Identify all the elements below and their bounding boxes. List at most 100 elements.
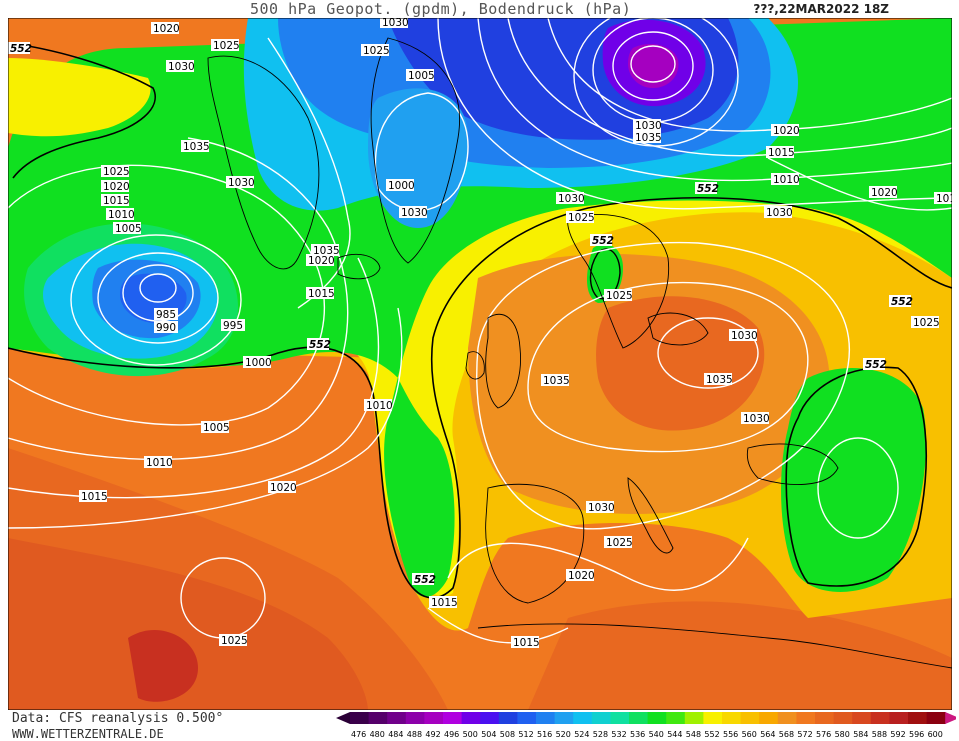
svg-text:985: 985 — [156, 309, 176, 321]
svg-text:1025: 1025 — [606, 290, 633, 302]
isobar-label: 1005 — [201, 421, 230, 434]
svg-text:1025: 1025 — [213, 40, 240, 52]
svg-text:990: 990 — [156, 322, 176, 334]
legend-arrow-left — [336, 712, 350, 724]
isobar-label: 1035 — [541, 374, 570, 387]
svg-text:1035: 1035 — [706, 374, 733, 386]
isobar-label: 1030 — [764, 206, 793, 219]
isobar-label: 1025 — [604, 536, 633, 549]
svg-text:1025: 1025 — [221, 635, 248, 647]
isobar-1020-ne — [477, 18, 952, 182]
svg-text:1015: 1015 — [103, 195, 130, 207]
legend-swatch — [852, 712, 872, 724]
legend-tick-label: 512 — [518, 730, 533, 739]
svg-text:1025: 1025 — [568, 212, 595, 224]
isobar-label: 1025 — [911, 316, 940, 329]
isobar-label: 1010 — [934, 192, 952, 205]
svg-text:995: 995 — [223, 320, 243, 332]
height-label: 552 — [590, 234, 614, 247]
legend-swatch — [573, 712, 593, 724]
isobar-label: 1020 — [771, 124, 800, 137]
legend-tick-label: 588 — [872, 730, 887, 739]
color-legend: 476 480 484 488 492 496 500 504 508 512 516 520 524 5… — [336, 712, 956, 739]
legend-tick-label: 552 — [704, 730, 719, 739]
legend-tick-label: 556 — [723, 730, 738, 739]
legend-swatch — [387, 712, 407, 724]
isobar-label: 1010 — [771, 173, 800, 186]
height-label: 552 — [307, 338, 331, 351]
legend-swatch — [777, 712, 797, 724]
isobar-1010-ne — [547, 18, 952, 132]
height-labels: 552 552 552 552 552 552 552 — [8, 42, 913, 586]
legend-swatch — [368, 712, 388, 724]
isobar-label: 1025 — [361, 44, 390, 57]
coastlines — [207, 37, 952, 669]
svg-text:1010: 1010 — [146, 457, 173, 469]
svg-text:1005: 1005 — [408, 70, 435, 82]
isobar-label: 1030 — [226, 176, 255, 189]
legend-swatch — [554, 712, 574, 724]
isobar-label: 1020 — [101, 180, 130, 193]
isobar-1015-ne — [507, 18, 952, 157]
isobar-label: 1030 — [380, 18, 409, 29]
legend-swatch — [759, 712, 779, 724]
legend-tick-label: 492 — [425, 730, 440, 739]
svg-text:552: 552 — [697, 183, 719, 195]
isobar-label: 1015 — [79, 490, 108, 503]
website-label: WWW.WETTERZENTRALE.DE — [12, 727, 164, 741]
field-red-sw — [8, 538, 368, 710]
svg-text:1020: 1020 — [153, 23, 180, 35]
legend-tick-label: 572 — [797, 730, 812, 739]
legend-swatch — [722, 712, 742, 724]
legend-swatch — [833, 712, 853, 724]
height-label: 552 — [412, 573, 436, 586]
svg-text:1030: 1030 — [635, 120, 662, 132]
isobar-label: 1025 — [211, 39, 240, 52]
legend-tick-label: 592 — [890, 730, 905, 739]
isobar-label: 1035 — [704, 373, 733, 386]
isobar-label: 995 — [221, 319, 245, 332]
legend-swatch — [591, 712, 611, 724]
legend-tick-label: 548 — [686, 730, 701, 739]
svg-text:1030: 1030 — [588, 502, 615, 514]
legend-swatch — [647, 712, 667, 724]
legend-tick-label: 576 — [816, 730, 831, 739]
height-label: 552 — [889, 295, 913, 308]
isobar-label: 1010 — [106, 208, 135, 221]
isobar-label: 1035 — [311, 244, 340, 257]
legend-swatch — [536, 712, 556, 724]
coast-baltic — [647, 312, 709, 346]
svg-text:1035: 1035 — [183, 141, 210, 153]
legend-swatch — [629, 712, 649, 724]
svg-text:1025: 1025 — [606, 537, 633, 549]
isobar-label: 1030 — [399, 206, 428, 219]
isobar-label: 1035 — [181, 140, 210, 153]
isobar-label: 1030 — [729, 329, 758, 342]
legend-tick-label: 516 — [537, 730, 552, 739]
svg-text:1020: 1020 — [871, 187, 898, 199]
legend-swatch — [424, 712, 444, 724]
legend-swatch — [926, 712, 946, 724]
legend-swatch — [405, 712, 425, 724]
isobar-label: 1015 — [511, 636, 540, 649]
svg-text:1035: 1035 — [313, 245, 340, 257]
svg-text:1015: 1015 — [431, 597, 458, 609]
svg-text:1035: 1035 — [543, 375, 570, 387]
isobar-label: 1025 — [566, 211, 595, 224]
coast-greenland — [207, 55, 320, 270]
svg-text:552: 552 — [10, 43, 32, 55]
legend-swatch — [666, 712, 686, 724]
svg-text:1010: 1010 — [936, 193, 952, 205]
svg-text:552: 552 — [891, 296, 913, 308]
isobar-1030-n1 — [267, 37, 351, 309]
svg-text:1005: 1005 — [115, 223, 142, 235]
svg-text:1015: 1015 — [768, 147, 795, 159]
legend-swatch — [889, 712, 909, 724]
svg-text:1015: 1015 — [513, 637, 540, 649]
svg-text:1030: 1030 — [743, 413, 770, 425]
svg-text:1030: 1030 — [558, 193, 585, 205]
isobar-label: 1030 — [586, 501, 615, 514]
svg-text:1010: 1010 — [108, 209, 135, 221]
legend-swatch — [350, 712, 370, 724]
isobar-label: 990 — [154, 321, 178, 334]
